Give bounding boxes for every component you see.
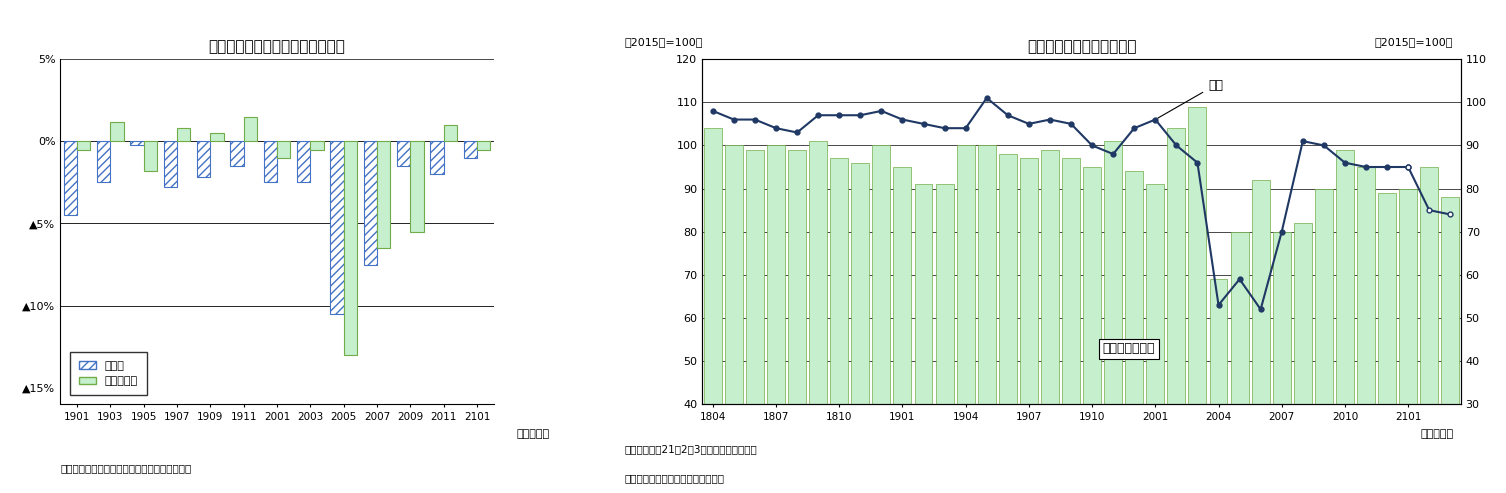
Bar <box>1167 128 1185 493</box>
Text: 生産: 生産 <box>1158 78 1223 118</box>
Bar <box>277 141 291 158</box>
Bar <box>477 141 491 149</box>
Bar <box>851 163 869 493</box>
Bar <box>244 117 258 141</box>
Bar <box>1441 197 1459 493</box>
Bar <box>376 141 390 248</box>
Text: （年・月）: （年・月） <box>1420 429 1453 439</box>
Bar <box>197 141 211 177</box>
Bar <box>1378 193 1396 493</box>
Bar <box>410 141 423 232</box>
Bar <box>788 150 806 493</box>
Bar <box>63 141 77 215</box>
Bar <box>1315 188 1333 493</box>
Bar <box>164 141 176 187</box>
Bar <box>1209 279 1227 493</box>
Bar <box>444 125 456 141</box>
Bar <box>1146 184 1164 493</box>
Bar <box>809 141 827 493</box>
Bar <box>724 145 742 493</box>
Bar <box>130 141 143 144</box>
Bar <box>977 145 995 493</box>
Bar <box>1273 232 1291 493</box>
Bar <box>297 141 310 182</box>
Bar <box>745 150 764 493</box>
Bar <box>935 184 953 493</box>
Title: 輸送機械の生産、在庫動向: 輸送機械の生産、在庫動向 <box>1027 39 1137 54</box>
Legend: 実現率, 予測修正率: 実現率, 予測修正率 <box>71 352 146 395</box>
Bar <box>1399 188 1417 493</box>
Bar <box>1020 158 1038 493</box>
Bar <box>143 141 157 171</box>
Text: 在庫（右目盛）: 在庫（右目盛） <box>1102 343 1155 355</box>
Bar <box>363 141 376 265</box>
Text: （2015年=100）: （2015年=100） <box>625 37 703 47</box>
Bar <box>1125 172 1143 493</box>
Bar <box>893 167 911 493</box>
Bar <box>398 141 410 166</box>
Bar <box>310 141 324 149</box>
Bar <box>872 145 890 493</box>
Bar <box>230 141 244 166</box>
Bar <box>96 141 110 182</box>
Bar <box>703 128 721 493</box>
Bar <box>77 141 90 149</box>
Bar <box>1062 158 1080 493</box>
Bar <box>1336 150 1354 493</box>
Bar <box>998 154 1017 493</box>
Title: 最近の実現率、予測修正率の推移: 最近の実現率、予測修正率の推移 <box>208 39 345 54</box>
Bar <box>914 184 932 493</box>
Bar <box>176 128 190 141</box>
Bar <box>956 145 974 493</box>
Bar <box>343 141 357 355</box>
Bar <box>830 158 848 493</box>
Bar <box>110 122 123 141</box>
Bar <box>1104 141 1122 493</box>
Bar <box>1357 167 1375 493</box>
Bar <box>211 133 223 141</box>
Bar <box>1251 180 1270 493</box>
Bar <box>330 141 343 314</box>
Bar <box>1041 150 1059 493</box>
Text: （資料）経済産業省「鉱工業指数」: （資料）経済産業省「鉱工業指数」 <box>625 473 724 483</box>
Bar <box>1083 167 1101 493</box>
Bar <box>1420 167 1438 493</box>
Text: （年・月）: （年・月） <box>517 429 550 439</box>
Bar <box>1230 232 1248 493</box>
Bar <box>431 141 444 174</box>
Bar <box>264 141 277 182</box>
Text: （2015年=100）: （2015年=100） <box>1375 37 1453 47</box>
Bar <box>464 141 477 158</box>
Text: （注）生産の21年2、3月は予測指数で延長: （注）生産の21年2、3月は予測指数で延長 <box>625 444 758 454</box>
Bar <box>1188 106 1206 493</box>
Text: （資料）経済産業省「製造工業生産予測指数」: （資料）経済産業省「製造工業生産予測指数」 <box>60 463 191 473</box>
Bar <box>767 145 785 493</box>
Bar <box>1294 223 1312 493</box>
